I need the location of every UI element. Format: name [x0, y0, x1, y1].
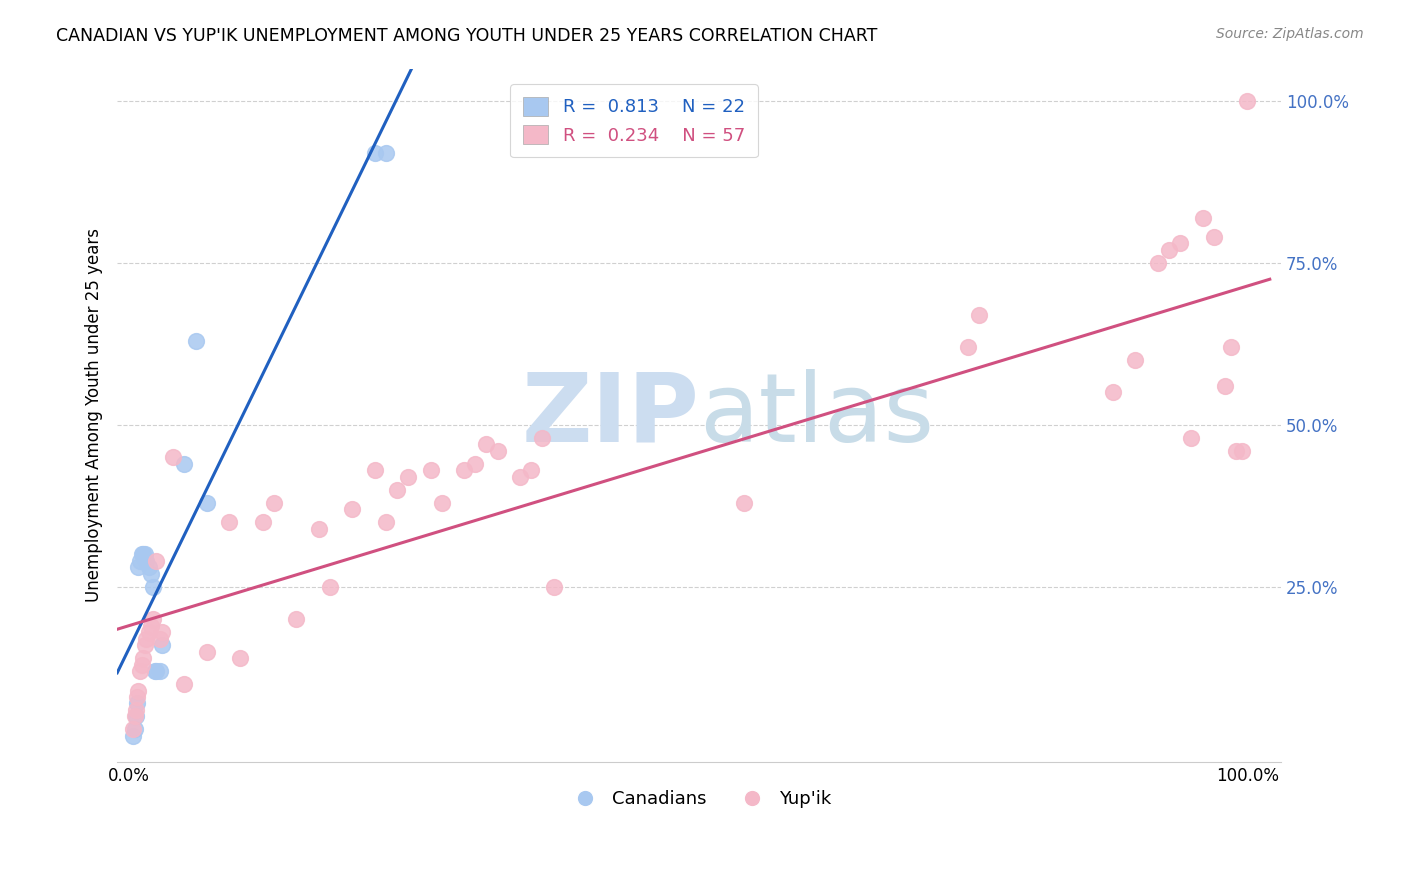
Point	[145, 664, 167, 678]
Point	[142, 612, 165, 626]
Text: atlas: atlas	[699, 368, 934, 462]
Point	[145, 554, 167, 568]
Point	[125, 703, 148, 717]
Point	[218, 515, 240, 529]
Point	[308, 522, 330, 536]
Point	[135, 632, 157, 646]
Point	[1236, 94, 1258, 108]
Point	[1157, 243, 1180, 257]
Point	[132, 548, 155, 562]
Point	[1219, 340, 1241, 354]
Point	[138, 625, 160, 640]
Point	[184, 334, 207, 348]
Point	[135, 554, 157, 568]
Point	[475, 437, 498, 451]
Point	[430, 495, 453, 509]
Point	[733, 495, 755, 509]
Text: ZIP: ZIP	[522, 368, 699, 462]
Point	[285, 612, 308, 626]
Point	[385, 483, 408, 497]
Point	[1191, 211, 1213, 225]
Point	[128, 554, 150, 568]
Point	[531, 431, 554, 445]
Point	[124, 723, 146, 737]
Point	[195, 645, 218, 659]
Point	[125, 709, 148, 723]
Point	[162, 450, 184, 465]
Point	[149, 664, 172, 678]
Point	[132, 651, 155, 665]
Point	[173, 677, 195, 691]
Point	[252, 515, 274, 529]
Point	[453, 463, 475, 477]
Point	[134, 638, 156, 652]
Point	[363, 463, 385, 477]
Y-axis label: Unemployment Among Youth under 25 years: Unemployment Among Youth under 25 years	[86, 228, 103, 602]
Point	[229, 651, 252, 665]
Point	[127, 560, 149, 574]
Point	[142, 580, 165, 594]
Point	[127, 690, 149, 704]
Point	[263, 495, 285, 509]
Point	[363, 145, 385, 160]
Point	[128, 664, 150, 678]
Point	[464, 457, 486, 471]
Point	[195, 495, 218, 509]
Point	[138, 560, 160, 574]
Point	[1225, 443, 1247, 458]
Point	[396, 469, 419, 483]
Point	[1230, 443, 1253, 458]
Point	[956, 340, 979, 354]
Legend: Canadians, Yup'ik: Canadians, Yup'ik	[560, 782, 838, 815]
Point	[1147, 256, 1170, 270]
Point	[131, 548, 153, 562]
Point	[150, 638, 173, 652]
Point	[131, 657, 153, 672]
Point	[143, 664, 166, 678]
Point	[543, 580, 565, 594]
Point	[149, 632, 172, 646]
Point	[1168, 236, 1191, 251]
Point	[419, 463, 441, 477]
Point	[1213, 379, 1236, 393]
Text: CANADIAN VS YUP'IK UNEMPLOYMENT AMONG YOUTH UNDER 25 YEARS CORRELATION CHART: CANADIAN VS YUP'IK UNEMPLOYMENT AMONG YO…	[56, 27, 877, 45]
Point	[1180, 431, 1202, 445]
Point	[520, 463, 543, 477]
Point	[319, 580, 342, 594]
Point	[486, 443, 509, 458]
Point	[967, 308, 990, 322]
Point	[340, 502, 363, 516]
Point	[127, 697, 149, 711]
Point	[121, 729, 143, 743]
Point	[1202, 230, 1225, 244]
Point	[509, 469, 531, 483]
Point	[1102, 385, 1125, 400]
Point	[1125, 353, 1147, 368]
Point	[150, 625, 173, 640]
Point	[374, 145, 396, 160]
Point	[139, 618, 162, 632]
Point	[374, 515, 396, 529]
Point	[121, 723, 143, 737]
Point	[139, 566, 162, 581]
Point	[127, 683, 149, 698]
Point	[134, 548, 156, 562]
Point	[173, 457, 195, 471]
Text: Source: ZipAtlas.com: Source: ZipAtlas.com	[1216, 27, 1364, 41]
Point	[124, 709, 146, 723]
